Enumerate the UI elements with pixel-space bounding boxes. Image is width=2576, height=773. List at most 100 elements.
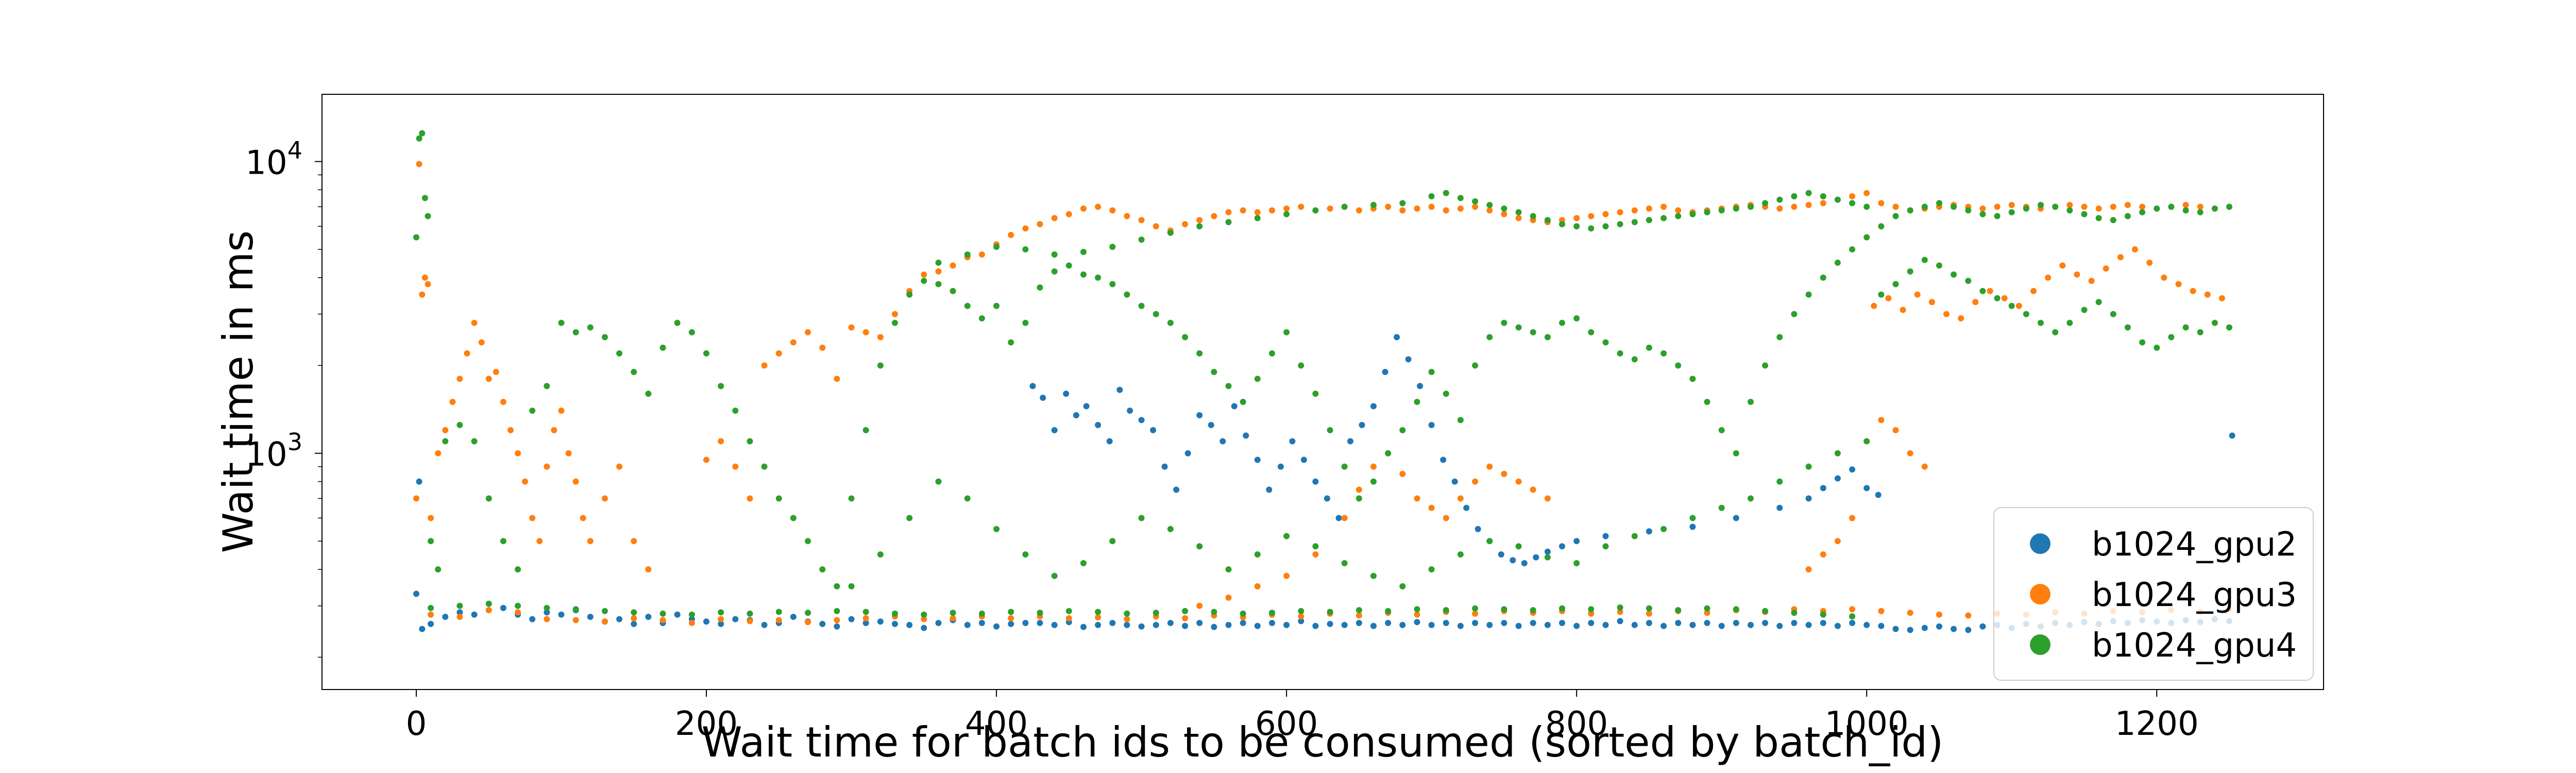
point-b1024-gpu3-126: [2066, 201, 2073, 208]
point-b1024-gpu2-41: [978, 619, 985, 626]
point-b1024-gpu2-89: [1675, 619, 1682, 626]
point-b1024-gpu2-90: [1689, 621, 1696, 628]
point-b1024-gpu2-60: [1254, 623, 1261, 629]
point-b1024-gpu3-42: [848, 324, 855, 331]
point-b1024-gpu2-81: [1559, 619, 1565, 626]
point-b1024-gpu2-67: [1355, 619, 1362, 626]
point-b1024-gpu3-67: [1211, 213, 1217, 220]
point-b1024-gpu3-192: [428, 611, 434, 618]
point-b1024-gpu4-226: [1486, 538, 1493, 544]
point-b1024-gpu4-187: [1994, 295, 2001, 301]
point-b1024-gpu3-27: [587, 538, 594, 544]
point-b1024-gpu3-48: [935, 268, 942, 275]
point-b1024-gpu4-276: [1472, 605, 1479, 612]
point-b1024-gpu3-107: [1791, 204, 1798, 210]
legend: b1024_gpu2 b1024_gpu3 b1024_gpu4: [1993, 507, 2314, 681]
point-b1024-gpu3-22: [551, 427, 557, 433]
point-b1024-gpu4-92: [1675, 362, 1682, 369]
point-b1024-gpu3-127: [2081, 204, 2088, 210]
point-b1024-gpu3-134: [2182, 201, 2189, 208]
point-b1024-gpu2-132: [1063, 391, 1070, 397]
point-b1024-gpu2-158: [1359, 422, 1365, 428]
point-b1024-gpu4-260: [1008, 609, 1014, 615]
point-b1024-gpu3-232: [1588, 610, 1595, 617]
point-b1024-gpu3-135: [2197, 204, 2204, 210]
point-b1024-gpu3-94: [1602, 211, 1609, 217]
point-b1024-gpu4-128: [1443, 190, 1449, 196]
point-b1024-gpu2-82: [1573, 623, 1580, 629]
point-b1024-gpu2-138: [1127, 407, 1133, 414]
point-b1024-gpu4-148: [1733, 205, 1739, 212]
point-b1024-gpu4-4: [425, 213, 431, 220]
point-b1024-gpu4-77: [1457, 417, 1464, 424]
point-b1024-gpu3-203: [747, 618, 753, 625]
point-b1024-gpu2-0: [413, 591, 419, 597]
point-b1024-gpu4-103: [1834, 259, 1841, 266]
x-axis-ticks: 0 200 400 600 800 1000 1200: [406, 690, 2199, 743]
point-b1024-gpu2-139: [1138, 417, 1145, 424]
point-b1024-gpu4-279: [1559, 605, 1565, 612]
point-b1024-gpu3-228: [1472, 610, 1479, 617]
point-b1024-gpu4-62: [1240, 398, 1246, 405]
point-b1024-gpu4-199: [2168, 334, 2175, 341]
point-b1024-gpu4-84: [1559, 320, 1565, 326]
point-b1024-gpu2-63: [1298, 618, 1304, 625]
point-b1024-gpu4-151: [1776, 196, 1783, 203]
point-b1024-gpu4-13: [529, 407, 536, 414]
point-b1024-gpu4-247: [631, 609, 637, 616]
point-b1024-gpu2-155: [1324, 495, 1330, 502]
point-b1024-gpu4-72: [1385, 450, 1392, 457]
point-b1024-gpu3-178: [1486, 463, 1493, 470]
point-b1024-gpu4-116: [1109, 244, 1116, 250]
point-b1024-gpu3-57: [1065, 211, 1072, 217]
point-b1024-gpu2-88: [1660, 623, 1667, 629]
point-b1024-gpu2-160: [1382, 368, 1388, 375]
point-b1024-gpu4-57: [1167, 320, 1174, 326]
point-b1024-gpu2-32: [848, 616, 855, 623]
point-b1024-gpu4-137: [1573, 223, 1580, 230]
point-b1024-gpu4-140: [1617, 221, 1623, 227]
point-b1024-gpu2-53: [1153, 621, 1159, 628]
point-b1024-gpu3-153: [2088, 278, 2095, 284]
point-b1024-gpu3-164: [1225, 594, 1232, 601]
x-tick-label-0: 0: [406, 705, 427, 743]
point-b1024-gpu4-178: [2226, 204, 2232, 210]
point-b1024-gpu2-3: [428, 620, 434, 627]
point-b1024-gpu4-165: [2038, 201, 2044, 208]
point-b1024-gpu3-168: [1341, 515, 1348, 522]
point-b1024-gpu2-45: [1037, 619, 1043, 626]
point-b1024-gpu2-31: [834, 623, 840, 630]
point-b1024-gpu3-157: [2146, 259, 2153, 266]
y-tick-label-10000: 104: [245, 136, 302, 182]
point-b1024-gpu4-265: [1153, 610, 1159, 616]
point-b1024-gpu3-173: [1414, 495, 1420, 502]
point-b1024-gpu4-156: [1849, 200, 1856, 207]
point-b1024-gpu4-18: [602, 334, 608, 341]
point-b1024-gpu4-173: [2154, 205, 2160, 212]
point-b1024-gpu4-160: [1965, 207, 1972, 214]
legend-label-b1024-gpu4: b1024_gpu4: [2092, 627, 2297, 665]
point-b1024-gpu4-211: [1051, 573, 1058, 579]
point-b1024-gpu4-51: [1080, 271, 1087, 278]
point-b1024-gpu4-161: [1979, 211, 1986, 217]
point-b1024-gpu4-149: [1748, 204, 1754, 210]
point-b1024-gpu3-6: [435, 450, 442, 457]
point-b1024-gpu4-49: [1051, 268, 1058, 275]
point-b1024-gpu2-173: [1533, 554, 1539, 561]
point-b1024-gpu2-110: [1979, 623, 1986, 630]
point-b1024-gpu2-42: [993, 623, 1000, 630]
point-b1024-gpu3-158: [2161, 274, 2167, 281]
point-b1024-gpu3-175: [1443, 515, 1449, 522]
point-b1024-gpu4-83: [1544, 334, 1551, 341]
point-b1024-gpu3-17: [515, 450, 521, 457]
point-b1024-gpu4-114: [1051, 251, 1058, 258]
point-b1024-gpu3-41: [834, 376, 840, 382]
point-b1024-gpu3-122: [2008, 201, 2015, 208]
point-b1024-gpu4-8: [456, 422, 463, 428]
legend-label-b1024-gpu3: b1024_gpu3: [2092, 576, 2297, 614]
point-b1024-gpu3-179: [1501, 470, 1507, 477]
point-b1024-gpu4-181: [1907, 268, 1913, 275]
point-b1024-gpu3-155: [2117, 254, 2124, 261]
point-b1024-gpu3-216: [1124, 616, 1130, 623]
point-b1024-gpu2-95: [1762, 619, 1769, 626]
